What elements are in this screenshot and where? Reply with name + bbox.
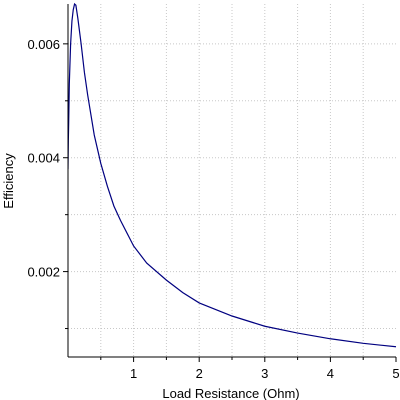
y-tick-label: 0.004 xyxy=(27,151,60,166)
grid xyxy=(68,4,396,357)
y-tick-label: 0.006 xyxy=(27,37,60,52)
x-tick-label: 3 xyxy=(261,366,268,381)
y-axis-title: Efficiency xyxy=(1,153,16,209)
x-tick-label: 4 xyxy=(327,366,334,381)
x-tick-label: 1 xyxy=(130,366,137,381)
x-tick-label: 2 xyxy=(196,366,203,381)
axes xyxy=(63,4,397,362)
x-tick-label: 5 xyxy=(392,366,399,381)
tick-labels: 1 2 3 4 5 0.002 0.004 0.006 xyxy=(27,37,399,381)
series-line-1 xyxy=(68,2,397,348)
y-tick-label: 0.002 xyxy=(27,265,60,280)
series-layer xyxy=(68,2,397,348)
x-axis-title: Load Resistance (Ohm) xyxy=(162,386,299,400)
